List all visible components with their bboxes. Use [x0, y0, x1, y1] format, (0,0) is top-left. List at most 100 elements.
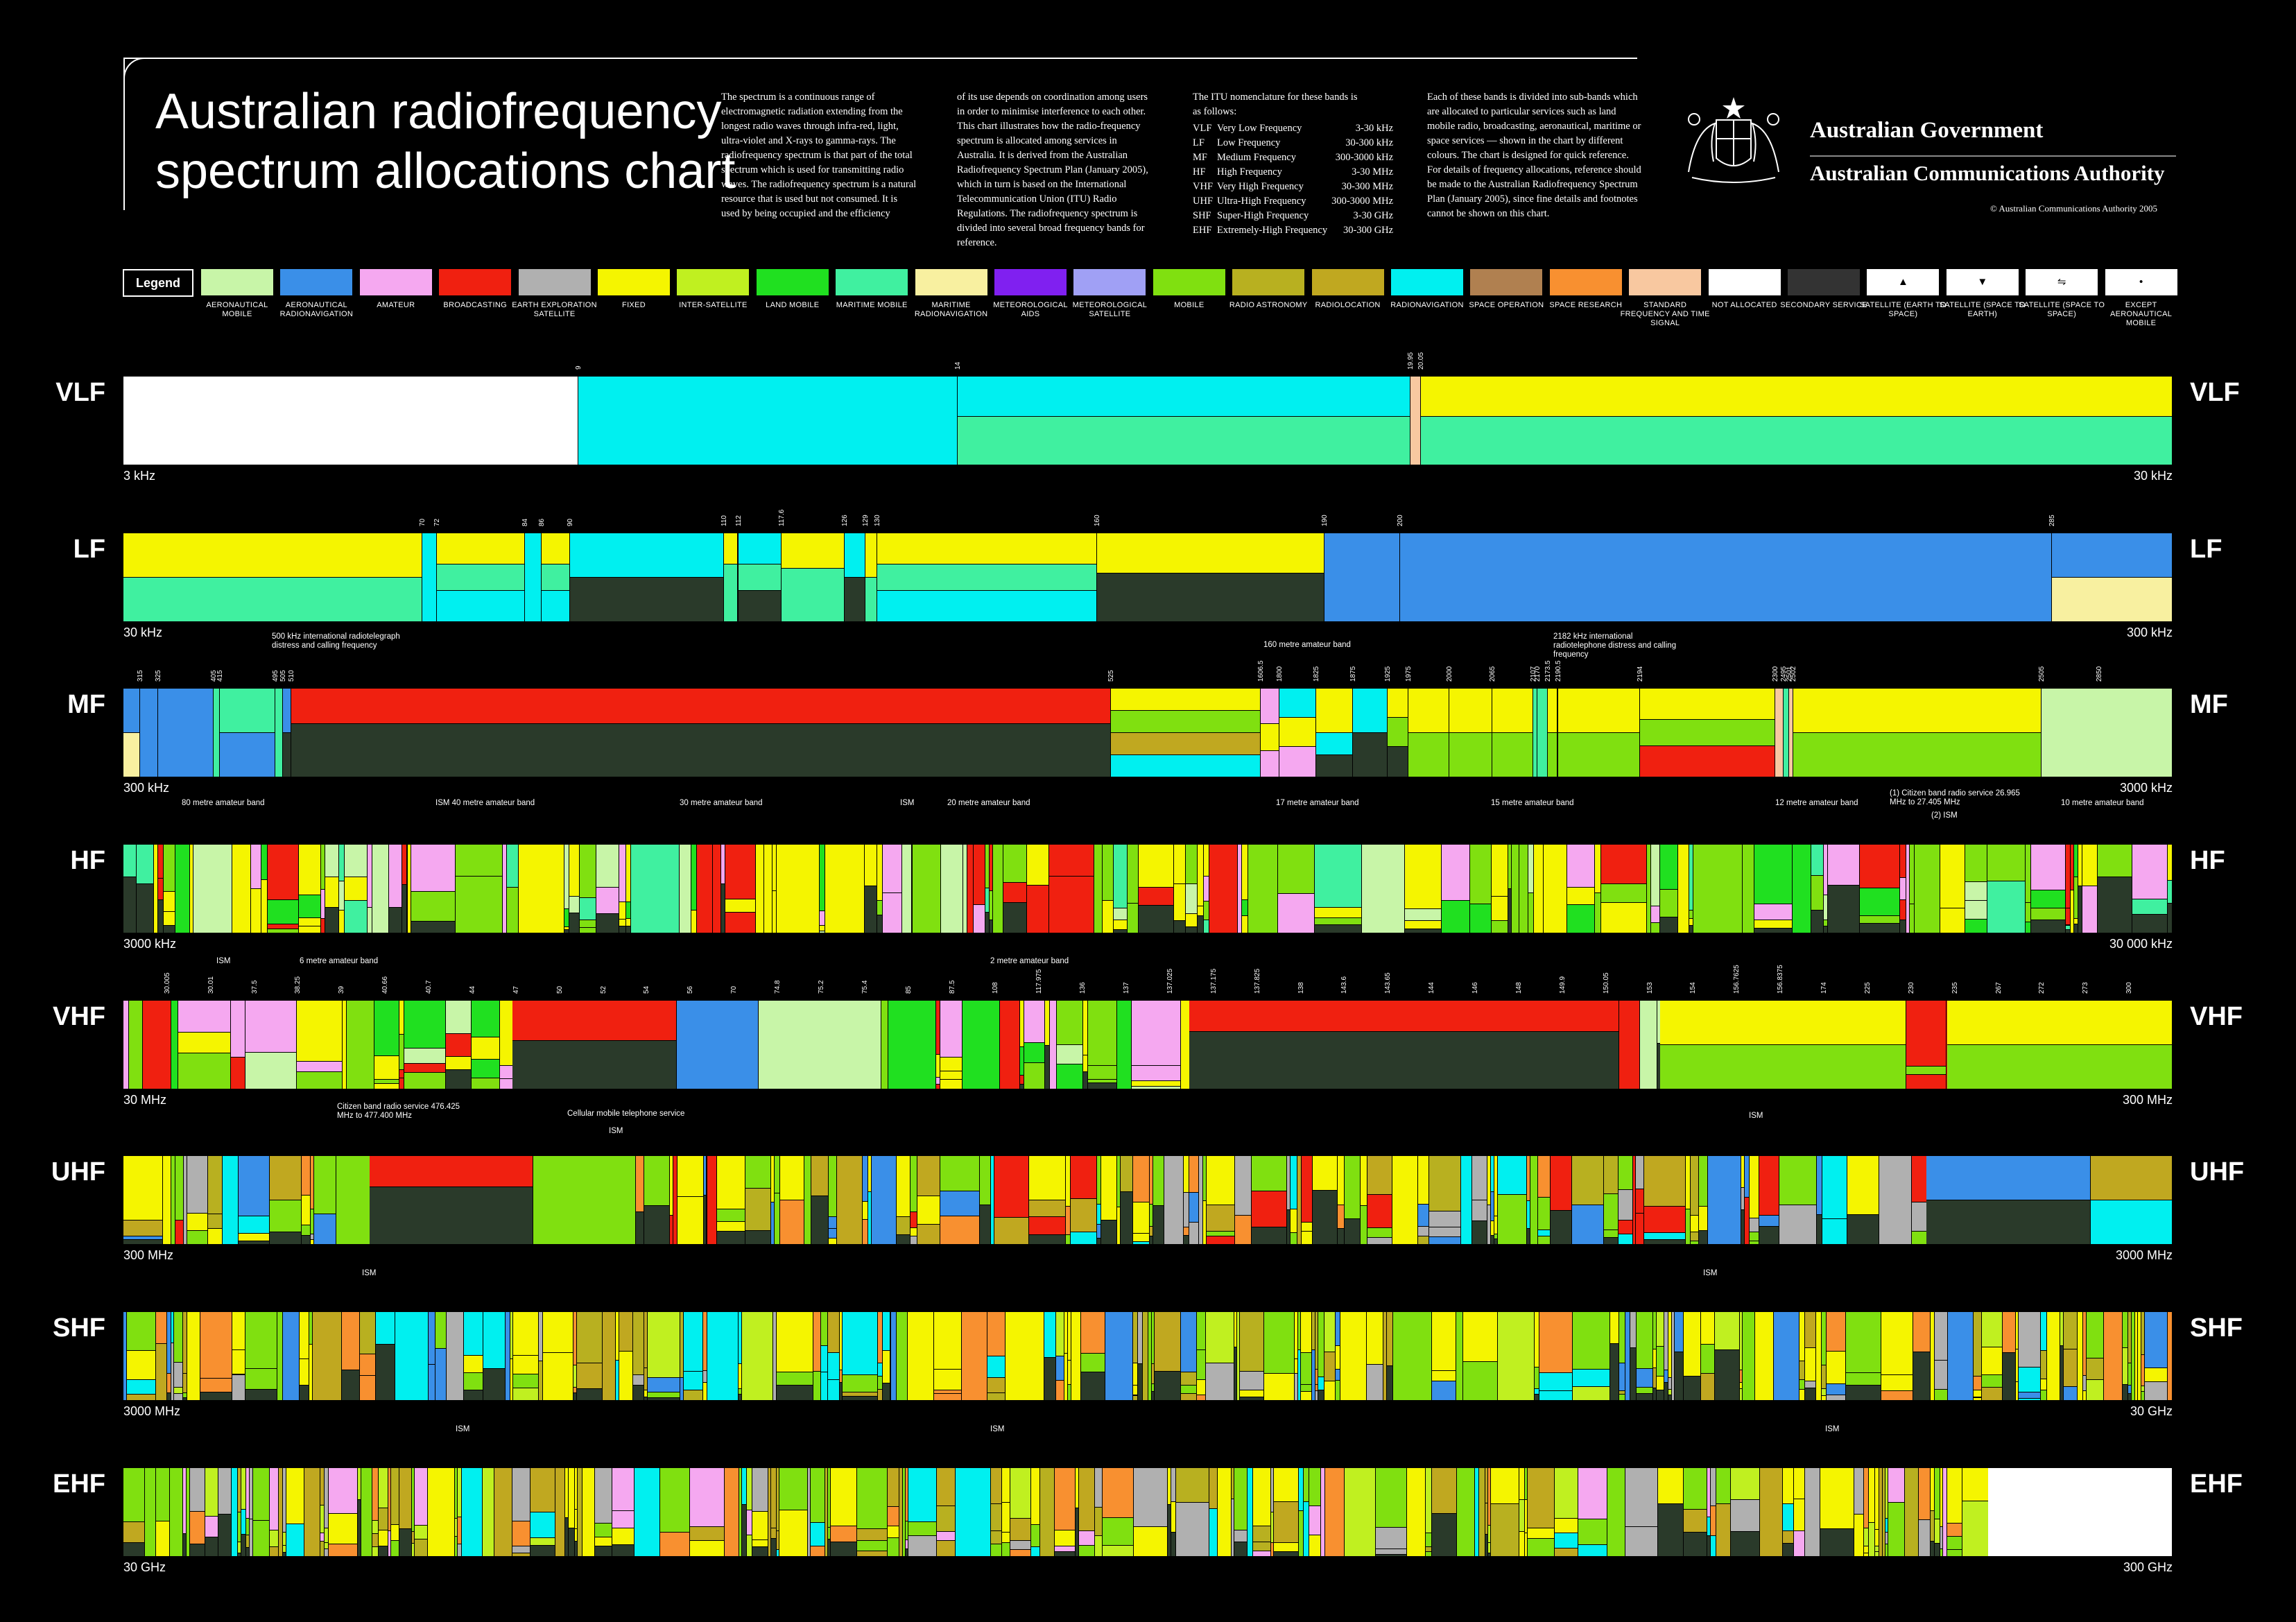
allocation-cell	[573, 1365, 577, 1388]
allocation-cell	[1001, 1503, 1011, 1533]
band-annotation: 15 metre amateur band	[1491, 799, 1574, 807]
tick-label: 2502	[1790, 666, 1798, 682]
allocation-cell	[238, 1468, 241, 1512]
allocation-cell	[648, 1392, 680, 1399]
allocation-cell	[1001, 1468, 1011, 1503]
allocation-cell	[2015, 1349, 2019, 1383]
allocation-cell	[1488, 1526, 1492, 1543]
allocation-cell	[1449, 733, 1492, 777]
allocation-cell	[1847, 1156, 1879, 1216]
allocation-cell	[1743, 1312, 1755, 1401]
itu-range: 30-300 GHz	[1343, 225, 1394, 236]
legend-swatch: •	[2105, 269, 2177, 295]
allocation-cell	[935, 1084, 941, 1089]
allocation-cell	[956, 1468, 992, 1557]
allocation-cell	[677, 1156, 704, 1197]
allocation-cell	[411, 892, 456, 922]
allocation-cell	[1171, 1501, 1176, 1533]
allocation-cell	[291, 724, 1112, 777]
allocation-cell	[325, 845, 339, 878]
intro-column-4: Each of these bands is divided into sub-…	[1427, 92, 1641, 219]
allocation-cell	[819, 925, 826, 931]
allocation-cell	[648, 1312, 680, 1378]
allocation-cell	[446, 1057, 472, 1070]
allocation-cell	[1383, 1312, 1387, 1401]
allocation-cell	[1982, 1387, 2003, 1401]
allocation-cell	[1429, 1211, 1462, 1228]
allocation-cell	[808, 1468, 811, 1557]
allocation-cell	[324, 1528, 329, 1544]
legend-swatch	[1391, 269, 1463, 295]
allocation-cell	[252, 1468, 270, 1521]
legend-item: AERONAUTICAL MOBILE	[201, 269, 273, 318]
allocation-cell	[1040, 1468, 1055, 1557]
allocation-cell	[1823, 845, 1829, 896]
allocation-cell	[933, 1370, 962, 1391]
allocation-cell	[427, 1468, 455, 1557]
allocation-cell	[1926, 1156, 2091, 1200]
allocation-cell	[1111, 733, 1261, 755]
legend-item: BROADCASTING	[439, 269, 512, 309]
allocation-cell	[1312, 1156, 1338, 1191]
allocation-cell	[1100, 1220, 1117, 1245]
itu-band-table: VLF Very Low Frequency 3-30 kHz LF Low Frequ…	[1193, 121, 1397, 238]
allocation-cell	[1087, 1079, 1118, 1084]
allocation-cell	[1875, 1468, 1879, 1530]
allocation-cell	[697, 845, 714, 933]
allocation-cell	[2077, 1312, 2083, 1401]
allocation-cell	[569, 913, 580, 933]
allocation-cell	[1625, 1312, 1630, 1401]
itu-name: Medium Frequency	[1217, 152, 1296, 163]
allocation-cell	[1773, 1312, 1799, 1401]
allocation-cell	[309, 1344, 313, 1401]
allocation-cell	[1132, 1312, 1138, 1364]
allocation-cell	[1028, 1235, 1067, 1245]
allocation-cell	[1557, 733, 1640, 777]
allocation-cell	[513, 1374, 540, 1389]
itu-range: 3-30 GHz	[1353, 210, 1394, 221]
allocation-cell	[1668, 1389, 1672, 1395]
allocation-cell	[1111, 689, 1261, 711]
allocation-cell	[910, 1228, 918, 1236]
allocation-cell	[1885, 1532, 1889, 1545]
allocation-cell	[268, 924, 299, 929]
allocation-cell	[302, 1225, 311, 1236]
allocation-cell	[1750, 1156, 1760, 1219]
allocation-cell	[2168, 881, 2173, 904]
itu-row: SHF Super-High Frequency 3-30 GHz	[1193, 209, 1397, 223]
allocation-cell	[166, 1373, 171, 1393]
allocation-cell	[1020, 1046, 1025, 1076]
allocation-cell	[252, 1521, 270, 1557]
allocation-cell	[361, 1468, 373, 1557]
legend-item: STANDARD FREQUENCY AND TIME SIGNAL	[1621, 269, 1709, 327]
allocation-cell	[1234, 1530, 1248, 1542]
allocation-cell	[723, 564, 739, 622]
tick-label: 2300	[1771, 666, 1779, 682]
allocation-cell	[703, 1371, 708, 1383]
allocation-cell	[1494, 1239, 1498, 1245]
allocation-cell	[868, 1192, 872, 1245]
allocation-cell	[1055, 1530, 1076, 1547]
allocation-cell	[1189, 1031, 1620, 1089]
allocation-cell	[1426, 1547, 1432, 1553]
itu-row: UHF Ultra-High Frequency 300-3000 MHz	[1193, 194, 1397, 209]
allocation-cell	[390, 1540, 399, 1557]
band-annotation: Cellular mobile telephone service	[567, 1110, 685, 1118]
allocation-cell	[877, 533, 1097, 564]
allocation-cell	[512, 1521, 530, 1546]
allocation-cell	[1524, 1468, 1528, 1500]
allocation-cell	[828, 1539, 831, 1557]
legend-text: SPACE RESEARCH	[1549, 301, 1623, 309]
allocation-cell	[2098, 877, 2133, 933]
allocation-cell	[1650, 923, 1660, 933]
allocation-cell	[1261, 724, 1279, 751]
allocation-cell	[1189, 1193, 1200, 1223]
allocation-cell	[2141, 1386, 2145, 1392]
allocation-cell	[1714, 1349, 1740, 1401]
band-annotation: ISM	[1825, 1425, 1840, 1433]
allocation-cell	[828, 1380, 840, 1401]
allocation-cell	[324, 1543, 329, 1550]
allocation-cell	[539, 1312, 543, 1361]
allocation-cell	[512, 1553, 530, 1557]
tick-label: 75.4	[861, 980, 869, 994]
